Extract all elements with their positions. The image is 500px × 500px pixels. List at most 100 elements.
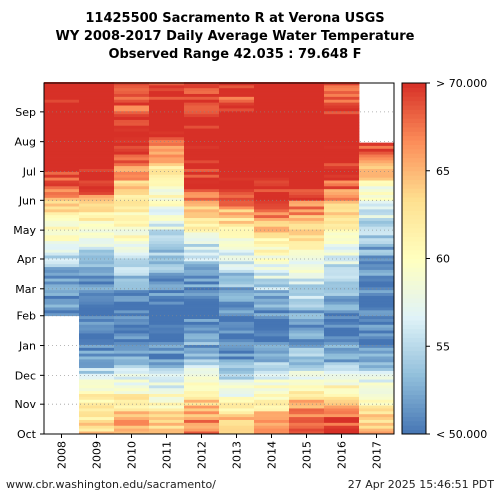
heat-cell: [184, 237, 220, 242]
heat-cell: [114, 139, 150, 144]
heat-cell: [184, 246, 220, 250]
heat-cell: [184, 347, 220, 351]
colorbar-segment: [402, 223, 426, 229]
heat-cell: [324, 402, 360, 406]
heat-cell: [359, 431, 395, 435]
heat-cell: [184, 367, 220, 371]
heat-cell: [114, 125, 150, 129]
heat-cell: [289, 148, 325, 152]
heat-cell: [44, 283, 80, 288]
heat-cell: [324, 390, 360, 395]
colorbar-segment: [402, 210, 426, 216]
heat-cell: [219, 364, 255, 369]
heat-cell: [289, 330, 325, 334]
heat-cell: [324, 84, 360, 89]
heat-cell: [114, 116, 150, 120]
heat-cell: [44, 217, 80, 221]
heat-cell: [184, 255, 220, 259]
heat-cell: [184, 206, 220, 210]
heat-cell: [44, 148, 80, 152]
heat-cell: [149, 122, 185, 126]
heat-cell: [254, 220, 290, 224]
heat-cell: [324, 367, 360, 371]
heat-cell: [149, 154, 185, 158]
heat-cell: [114, 165, 150, 169]
footer-url[interactable]: www.cbr.washington.edu/sacramento/: [6, 478, 216, 491]
heat-cell: [184, 240, 220, 244]
heat-cell: [114, 180, 150, 184]
heat-cell: [149, 341, 185, 345]
heat-cell: [184, 356, 220, 360]
heat-cell: [324, 188, 360, 193]
heat-cell: [149, 87, 185, 92]
heat-cell: [184, 226, 220, 230]
heat-cell: [79, 382, 115, 386]
heat-cell: [79, 307, 115, 311]
colorbar-segment: [402, 359, 426, 365]
heat-cell: [79, 180, 115, 184]
heat-cell: [184, 278, 220, 282]
colorbar-segment: [402, 126, 426, 132]
heat-cell: [254, 399, 290, 403]
heat-cell: [79, 177, 115, 181]
heat-cell: [149, 171, 185, 175]
heat-cell: [79, 125, 115, 129]
heat-cell: [324, 298, 360, 302]
heat-cell: [324, 393, 360, 397]
heat-cell: [44, 139, 80, 144]
heat-cell: [219, 370, 255, 374]
colorbar-segment: [402, 227, 426, 233]
heat-cell: [359, 324, 395, 328]
heat-cell: [219, 142, 255, 146]
heat-cell: [324, 191, 360, 195]
heat-cell: [254, 82, 290, 86]
heat-cell: [254, 350, 290, 354]
colorbar-segment: [402, 337, 426, 343]
heat-cell: [219, 93, 255, 97]
heat-cell: [149, 333, 185, 337]
heat-cell: [254, 249, 290, 253]
heat-cell: [44, 240, 80, 244]
heat-cell: [114, 200, 150, 204]
heat-cell: [114, 422, 150, 426]
heat-cell: [324, 240, 360, 244]
heat-cell: [149, 350, 185, 354]
heat-cell: [254, 419, 290, 423]
heat-cell: [184, 373, 220, 377]
heat-cell: [289, 119, 325, 123]
heat-cell: [44, 194, 80, 198]
colorbar-segment: [402, 381, 426, 387]
heat-cell: [184, 87, 220, 92]
heat-cell: [149, 292, 185, 296]
heat-cell: [149, 376, 185, 380]
heat-cell: [359, 356, 395, 360]
heat-cell: [114, 272, 150, 276]
heat-cell: [79, 93, 115, 97]
year-column-2014: [254, 82, 290, 435]
heat-cell: [149, 358, 185, 363]
heat-cell: [254, 367, 290, 371]
heat-cell: [184, 376, 220, 380]
heat-cell: [289, 382, 325, 386]
heat-cell: [184, 344, 220, 348]
heat-cell: [254, 353, 290, 357]
heat-cell: [44, 211, 80, 216]
heat-cell: [114, 105, 150, 109]
heat-cell: [79, 260, 115, 265]
heat-cell: [79, 223, 115, 227]
heat-cell: [289, 281, 325, 285]
heat-cell: [184, 396, 220, 400]
title-line-3: Observed Range 42.035 : 79.648 F: [108, 47, 362, 62]
heat-cell: [324, 246, 360, 250]
heat-cell: [359, 255, 395, 259]
heat-cell: [289, 82, 325, 86]
heat-cell: [254, 194, 290, 198]
heat-cell: [184, 234, 220, 239]
heat-cell: [149, 113, 185, 118]
heat-cell: [359, 321, 395, 325]
heat-cell: [79, 258, 115, 262]
heat-cell: [289, 410, 325, 415]
heat-cell: [114, 425, 150, 429]
heat-cell: [114, 162, 150, 167]
